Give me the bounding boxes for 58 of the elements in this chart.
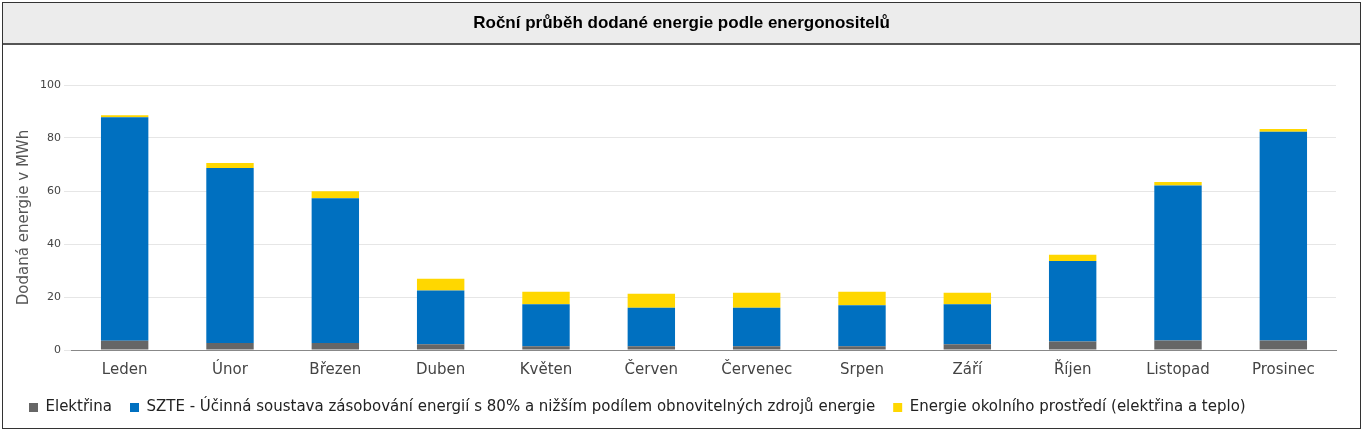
bar <box>838 305 886 347</box>
x-tick-label: Září <box>952 359 984 378</box>
bar <box>1154 185 1202 341</box>
bar <box>1048 260 1097 342</box>
bar <box>627 346 676 350</box>
bar <box>416 278 465 291</box>
bar <box>522 291 570 305</box>
bar <box>943 292 992 305</box>
x-tick-label: Prosinec <box>1251 359 1315 378</box>
x-tick-label: Říjen <box>1053 358 1092 378</box>
bar <box>522 304 570 347</box>
bar <box>100 115 149 118</box>
y-tick-label: 80 <box>47 130 61 144</box>
x-tick-label: Červen <box>624 358 679 378</box>
chart-title: Roční průběh dodané energie podle energonositelů <box>3 3 1360 45</box>
bar <box>1048 341 1097 350</box>
y-axis-title: Dodaná energie v MWh <box>13 129 32 306</box>
legend-label: Energie okolního prostředí (elektřina a teplo) <box>909 397 1246 416</box>
bar <box>1259 128 1308 132</box>
y-tick-label: 40 <box>47 236 61 250</box>
bar <box>1154 340 1202 350</box>
bar <box>838 346 886 350</box>
bar <box>732 307 781 347</box>
y-tick-label: 100 <box>40 77 61 91</box>
bar <box>732 292 781 308</box>
bar <box>416 290 465 345</box>
x-tick-label: Únor <box>212 358 249 378</box>
bar <box>100 117 149 341</box>
bar <box>416 344 465 350</box>
bar <box>311 343 360 350</box>
x-tick-label: Březen <box>309 359 362 378</box>
legend-label: Elektřina <box>45 397 112 416</box>
bar <box>522 346 570 350</box>
y-tick-label: 20 <box>47 289 61 303</box>
bar <box>206 162 254 168</box>
legend-label: SZTE - Účinná soustava zásobování energií s 80% a nižším podílem obnovitelných zdrojů energie <box>146 396 876 416</box>
y-tick-label: 0 <box>54 342 61 356</box>
bar <box>732 346 781 350</box>
bar <box>206 343 254 350</box>
x-tick-label: Listopad <box>1146 359 1210 378</box>
bar <box>838 291 886 306</box>
bar <box>627 307 676 347</box>
bar <box>311 198 360 344</box>
bar <box>943 344 992 350</box>
bar <box>627 293 676 308</box>
bar <box>311 191 360 199</box>
x-tick-label: Květen <box>519 359 573 378</box>
x-tick-label: Duben <box>416 359 466 378</box>
x-tick-label: Červenec <box>721 358 793 378</box>
x-tick-label: Srpen <box>840 359 884 378</box>
bar <box>1259 131 1308 341</box>
bar <box>206 167 254 344</box>
y-tick-label: 60 <box>47 183 61 197</box>
bar <box>943 304 992 345</box>
bar <box>1259 340 1308 350</box>
x-tick-label: Leden <box>101 359 148 378</box>
bar <box>100 340 149 350</box>
bar <box>1048 254 1097 261</box>
